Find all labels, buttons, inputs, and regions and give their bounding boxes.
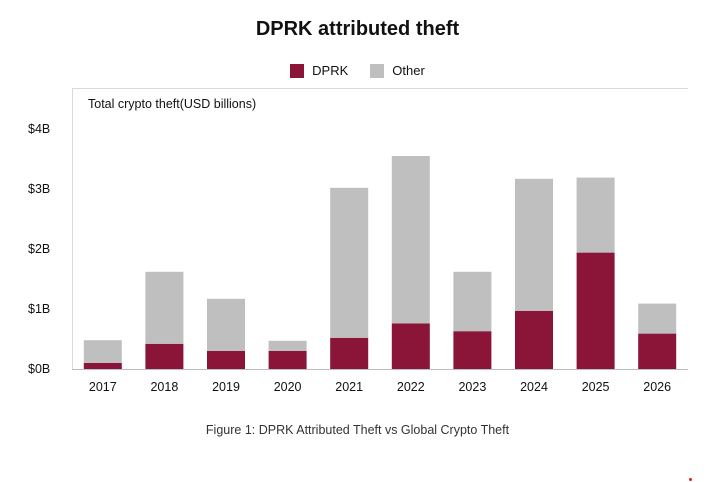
- figure-caption: Figure 1: DPRK Attributed Theft vs Globa…: [205, 423, 510, 437]
- bar-other-2026: [638, 303, 677, 334]
- legend-swatch-other: [370, 63, 385, 78]
- legend-swatch-dprk: [290, 63, 305, 78]
- x-tick-label: 2018: [150, 380, 178, 394]
- y-tick-label: $2B: [28, 242, 50, 256]
- bar-dprk-2018: [145, 343, 184, 369]
- y-axis-title: Total crypto theft(USD billions): [88, 97, 257, 111]
- decorative-dot: [689, 478, 692, 481]
- x-tick-label: 2023: [458, 380, 486, 394]
- bar-dprk-2019: [207, 351, 245, 369]
- bar-dprk-2017: [83, 363, 122, 369]
- plot-area-frame: [72, 88, 688, 370]
- bar-other-2025: [576, 177, 615, 253]
- x-tick-label: 2025: [582, 380, 610, 394]
- bar-other-2017: [83, 340, 122, 363]
- legend-item-dprk: DPRK: [290, 63, 348, 78]
- bar-dprk-2021: [330, 337, 369, 369]
- chart-title: DPRK attributed theft: [255, 18, 460, 40]
- x-tick-label: 2020: [274, 380, 302, 394]
- x-tick-label: 2017: [89, 380, 117, 394]
- bar-other-2018: [145, 271, 184, 344]
- x-tick-label: 2021: [335, 380, 363, 394]
- bar-other-2023: [453, 271, 492, 332]
- legend-label-other: Other: [392, 63, 425, 78]
- bar-other-2024: [515, 178, 553, 311]
- y-tick-label: $0B: [28, 362, 50, 376]
- bar-other-2019: [207, 298, 245, 351]
- bar-dprk-2024: [515, 310, 553, 369]
- x-tick-label: 2022: [397, 380, 425, 394]
- bar-other-2021: [330, 187, 369, 338]
- bar-dprk-2026: [638, 333, 677, 369]
- legend: DPRK Other: [0, 63, 715, 78]
- bar-other-2022: [391, 156, 430, 324]
- y-tick-label: $3B: [28, 182, 50, 196]
- bar-dprk-2025: [576, 252, 615, 369]
- legend-label-dprk: DPRK: [312, 63, 349, 78]
- y-tick-label: $1B: [28, 302, 50, 316]
- bar-other-2020: [268, 340, 307, 351]
- y-tick-label: $4B: [28, 122, 50, 136]
- x-tick-label: 2019: [212, 380, 240, 394]
- x-tick-label: 2026: [643, 380, 671, 394]
- x-tick-label: 2024: [520, 380, 548, 394]
- bar-dprk-2020: [268, 351, 307, 369]
- legend-item-other: Other: [370, 63, 425, 78]
- bar-dprk-2022: [391, 323, 430, 369]
- bar-dprk-2023: [453, 331, 492, 369]
